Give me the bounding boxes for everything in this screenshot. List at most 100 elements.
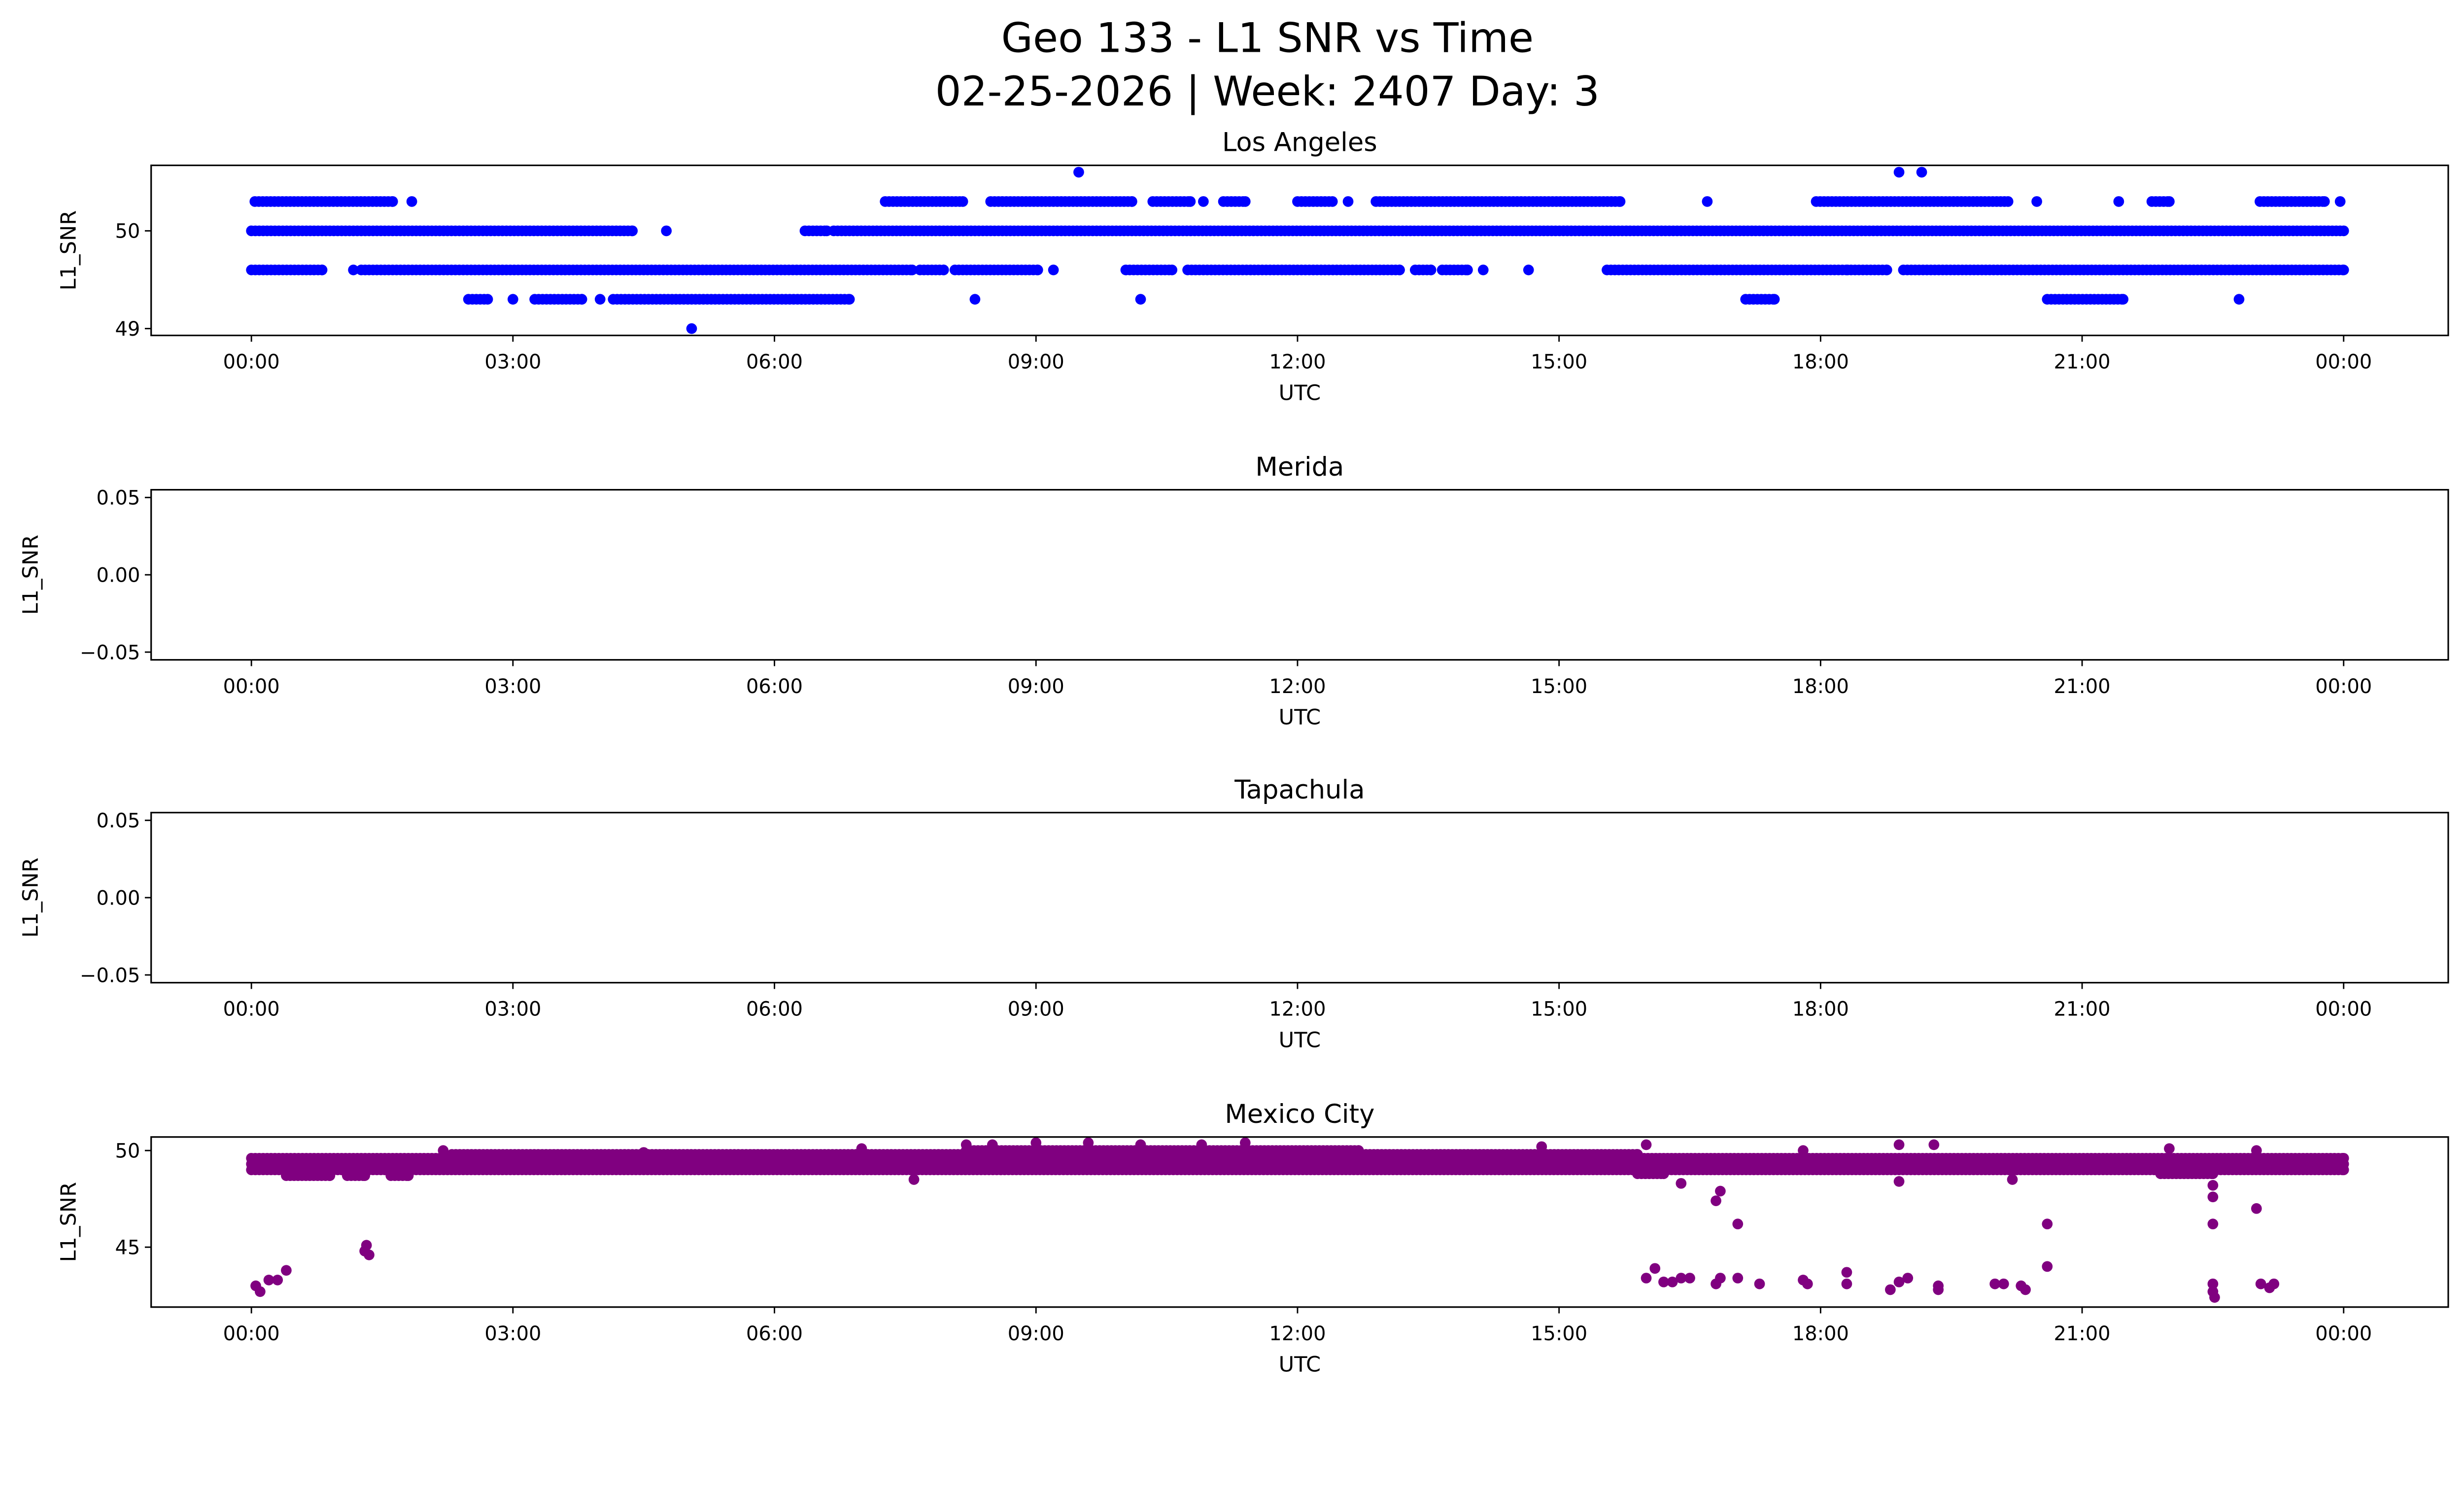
x-tick-label: 06:00 <box>746 351 803 374</box>
data-point <box>438 1145 449 1156</box>
x-tick-label: 06:00 <box>746 1322 803 1345</box>
data-point <box>1239 1137 1251 1148</box>
data-point <box>1185 196 1196 207</box>
data-point <box>1649 1263 1661 1274</box>
data-point <box>2042 1218 2053 1230</box>
data-point <box>1893 1139 1905 1150</box>
data-point <box>2338 225 2349 237</box>
data-point <box>1030 1137 1042 1148</box>
panels: Los Angeles 00:00 03:00 06:00 09:00 12:00 15:0… <box>19 128 2449 1377</box>
data-point <box>1048 264 1059 276</box>
data-point <box>1715 1273 1726 1284</box>
data-point <box>2233 294 2245 305</box>
data-point <box>2207 1191 2219 1203</box>
data-point <box>1632 1149 1643 1160</box>
data-point <box>1641 1273 1652 1284</box>
y-tick-label: −0.05 <box>80 964 140 987</box>
y-tick-label: 0.00 <box>96 887 140 909</box>
data-point <box>387 196 398 207</box>
data-point <box>1798 1145 1809 1156</box>
panel-tapachula: Tapachula 00:00 03:00 06:00 09:00 12:00 15:00 1… <box>19 775 2449 1053</box>
data-point <box>1769 294 1780 305</box>
data-point <box>1933 1284 1944 1295</box>
data-point <box>1462 264 1473 276</box>
data-point <box>406 196 417 207</box>
x-tick-label: 12:00 <box>1269 351 1326 374</box>
x-tick-label: 09:00 <box>1008 351 1064 374</box>
axes-frame <box>150 1136 2449 1308</box>
data-point <box>281 1265 292 1276</box>
data-point <box>324 1170 336 1181</box>
data-point <box>2002 196 2014 207</box>
panel-title: Mexico City <box>1225 1099 1374 1129</box>
panel-title: Merida <box>1255 452 1344 482</box>
data-point <box>1893 167 1905 178</box>
y-tick-label: 0.00 <box>96 564 140 587</box>
y-axis-label: L1_SNR <box>19 535 43 615</box>
x-tick-label: 18:00 <box>1792 1322 1849 1345</box>
data-point <box>1841 1278 1852 1289</box>
data-point <box>1684 1273 1695 1284</box>
x-tick-label: 21:00 <box>2054 675 2111 698</box>
data-point <box>1536 1141 1547 1152</box>
data-point <box>507 294 518 305</box>
x-tick-label: 12:00 <box>1269 1322 1326 1345</box>
data-point <box>938 264 949 276</box>
data-point <box>1477 264 1489 276</box>
y-tick-label: 49 <box>115 318 140 341</box>
data-point <box>403 1170 414 1181</box>
x-tick-label: 21:00 <box>2054 998 2111 1021</box>
data-point <box>960 1139 972 1150</box>
x-axis-label: UTC <box>1279 1353 1321 1377</box>
figure-title-line1: Geo 133 - L1 SNR vs Time <box>1001 14 1534 62</box>
data-point <box>1126 196 1137 207</box>
data-point <box>638 1147 650 1158</box>
data-points <box>246 167 2349 334</box>
y-tick-label: 50 <box>115 1140 140 1163</box>
data-point <box>1658 1168 1669 1180</box>
data-point <box>361 1240 372 1251</box>
data-point <box>272 1274 283 1286</box>
data-point <box>576 294 587 305</box>
data-point <box>1676 1273 1687 1284</box>
data-point <box>2020 1284 2031 1295</box>
data-point <box>2042 1261 2053 1272</box>
data-point <box>2007 1174 2018 1185</box>
x-tick-label: 09:00 <box>1008 1322 1064 1345</box>
data-point <box>1881 264 1892 276</box>
data-point <box>1196 1139 1207 1150</box>
data-point <box>1523 264 1534 276</box>
x-tick-label: 03:00 <box>484 998 541 1021</box>
data-point <box>957 196 968 207</box>
data-point <box>907 264 918 276</box>
data-point <box>1702 196 1713 207</box>
data-point <box>364 1250 375 1260</box>
data-point <box>2207 1278 2219 1289</box>
data-point <box>2338 1152 2349 1164</box>
data-point <box>348 264 359 276</box>
data-point <box>1032 264 1043 276</box>
x-tick-label: 00:00 <box>2315 1322 2372 1345</box>
data-point <box>2319 196 2330 207</box>
data-point <box>1802 1278 1813 1289</box>
x-tick-label: 15:00 <box>1531 675 1587 698</box>
figure-title-line2: 02-25-2026 | Week: 2407 Day: 3 <box>935 68 1600 115</box>
data-point <box>1641 1139 1652 1150</box>
data-point <box>1342 196 1354 207</box>
data-point <box>1394 264 1405 276</box>
data-point <box>2207 1180 2219 1191</box>
x-tick-label: 03:00 <box>484 351 541 374</box>
data-point <box>1715 1185 1726 1197</box>
data-point <box>594 294 606 305</box>
data-point <box>2031 196 2042 207</box>
axes-frame <box>150 164 2449 337</box>
data-point <box>1916 167 1927 178</box>
data-point <box>1841 1267 1852 1278</box>
x-tick-label: 15:00 <box>1531 1322 1587 1345</box>
x-tick-label: 00:00 <box>223 1322 280 1345</box>
figure: Geo 133 - L1 SNR vs Time 02-25-2026 | We… <box>18 14 2449 1377</box>
y-tick-label: 50 <box>115 220 140 243</box>
data-point <box>1353 1145 1364 1156</box>
data-point <box>1198 196 1209 207</box>
y-tick-label: 0.05 <box>96 810 140 833</box>
